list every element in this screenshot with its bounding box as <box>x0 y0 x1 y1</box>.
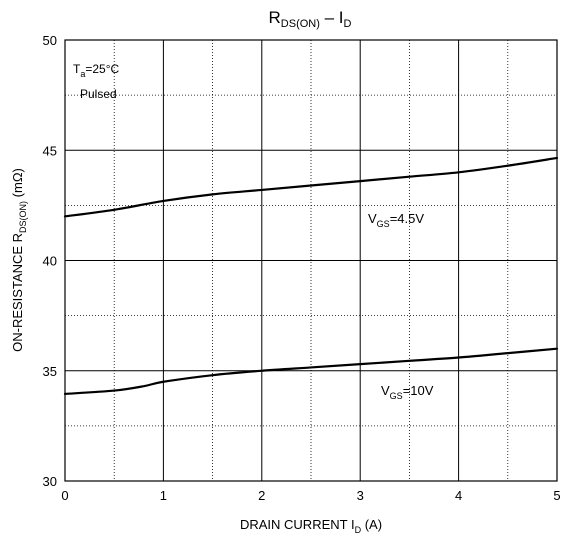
curve-label-vgs-4-5v-sub: GS <box>377 219 390 229</box>
x-tick-labels: 0 1 2 3 4 5 <box>61 488 560 503</box>
ambient-temp-label: Ta=25°C <box>73 62 120 79</box>
curve-label-vgs-4-5v-main: V <box>368 211 377 226</box>
x-tick-label: 2 <box>258 488 265 503</box>
y-tick-label: 35 <box>43 364 57 379</box>
ambient-temp-sub: a <box>80 69 85 79</box>
x-axis-title: DRAIN CURRENT ID (A) <box>240 517 382 535</box>
y-tick-label: 50 <box>43 33 57 48</box>
curve-label-vgs-10v-sub: GS <box>390 391 403 401</box>
curve-label-vgs-4-5v-value: =4.5V <box>390 211 425 226</box>
x-tick-label: 4 <box>455 488 462 503</box>
series-line-vgs-4-5v <box>63 156 559 218</box>
x-axis-title-sub: D <box>355 525 362 535</box>
chart-title-dash: – I <box>320 8 344 27</box>
series-layer <box>63 156 559 395</box>
plot-frame <box>64 39 558 482</box>
x-tick-label: 5 <box>553 488 560 503</box>
x-tick-label: 1 <box>160 488 167 503</box>
curve-label-vgs-4-5v: VGS=4.5V <box>368 211 424 229</box>
y-axis-title-sub: DS(ON) <box>18 201 28 233</box>
y-tick-label: 40 <box>43 254 57 269</box>
series-line-vgs-10v <box>63 347 559 395</box>
x-tick-label: 3 <box>357 488 364 503</box>
curve-label-vgs-10v: VGS=10V <box>381 383 434 401</box>
pulsed-label: Pulsed <box>80 87 117 101</box>
y-tick-label: 30 <box>43 474 57 489</box>
curve-label-vgs-10v-value: =10V <box>403 383 434 398</box>
y-axis-title-unit: (mΩ) <box>10 168 25 201</box>
chart-title: RDS(ON) – ID <box>269 8 352 30</box>
minor-grid <box>65 40 557 481</box>
x-axis-title-main: DRAIN CURRENT I <box>240 517 355 532</box>
chart-title-main: R <box>269 8 281 27</box>
y-tick-label: 45 <box>43 143 57 158</box>
ambient-temp-value: =25°C <box>85 62 119 76</box>
x-tick-label: 0 <box>61 488 68 503</box>
y-tick-labels: 30 35 40 45 50 <box>43 33 57 489</box>
chart-title-sub2: D <box>344 18 352 30</box>
ambient-temp-t: T <box>73 62 81 76</box>
y-axis-title-main: ON-RESISTANCE R <box>10 233 25 352</box>
x-axis-title-unit: (A) <box>361 517 382 532</box>
chart-title-sub: DS(ON) <box>281 18 320 30</box>
y-axis-title: ON-RESISTANCE RDS(ON) (mΩ) <box>10 168 28 352</box>
curve-label-vgs-10v-main: V <box>381 383 390 398</box>
